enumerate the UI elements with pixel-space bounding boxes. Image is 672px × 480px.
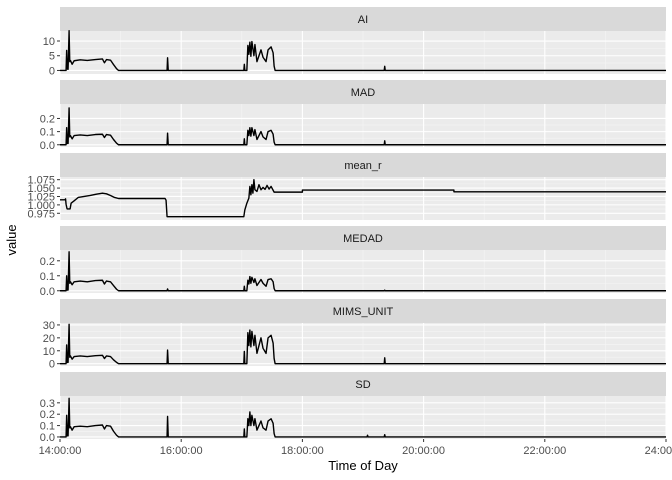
series-line bbox=[60, 107, 666, 146]
y-tick-label: 0.1 bbox=[40, 421, 55, 433]
facet-panels: AI0510MAD0.00.10.2mean_r0.9751.0001.0251… bbox=[27, 7, 672, 457]
y-tick-label: 30 bbox=[43, 320, 55, 332]
facet-strip bbox=[60, 7, 666, 31]
y-tick-label: 0.0 bbox=[40, 432, 55, 444]
x-tick-label: 22:00:00 bbox=[523, 445, 566, 457]
x-tick-label: 24:00:00 bbox=[645, 445, 672, 457]
y-tick-label: 0.3 bbox=[40, 398, 55, 410]
facet-strip-label: mean_r bbox=[344, 160, 382, 172]
series-line bbox=[60, 323, 666, 365]
series-line bbox=[60, 397, 666, 438]
facet-strip bbox=[60, 226, 666, 250]
facet-strip bbox=[60, 299, 666, 323]
y-tick-label: 5 bbox=[49, 51, 55, 63]
series-line bbox=[60, 251, 666, 292]
y-tick-label: 1.050 bbox=[27, 183, 55, 195]
x-axis-title: Time of Day bbox=[328, 458, 398, 473]
y-tick-label: 1.000 bbox=[27, 200, 55, 212]
x-axis: 14:00:00 16:00:00 18:00:00 20:00:00 22:00:00… bbox=[39, 439, 672, 457]
series-line bbox=[60, 178, 666, 218]
facet-strip-label: SD bbox=[355, 379, 370, 391]
y-tick-label: 1.025 bbox=[27, 191, 55, 203]
y-tick-label: 0 bbox=[49, 65, 55, 77]
facet-sd: SD 0.00.10.20.3 bbox=[40, 372, 667, 444]
facet-strip bbox=[60, 153, 666, 177]
y-tick-label: 10 bbox=[43, 346, 55, 358]
facet-strip-label: MEDAD bbox=[343, 233, 383, 245]
y-tick-label: 0.1 bbox=[40, 127, 55, 139]
facet-strip bbox=[60, 80, 666, 104]
facet-ai: AI 0 5 10 bbox=[43, 7, 667, 77]
series-line bbox=[60, 30, 666, 72]
x-tick-label: 14:00:00 bbox=[39, 445, 82, 457]
y-tick-label: 0.975 bbox=[27, 208, 55, 220]
facet-medad: MEDAD 0.0 0.1 0.2 bbox=[40, 226, 667, 298]
y-tick-label: 0.2 bbox=[40, 113, 55, 125]
facet-strip bbox=[60, 372, 666, 396]
x-tick-label: 18:00:00 bbox=[281, 445, 324, 457]
facet-strip-label: MIMS_UNIT bbox=[333, 306, 394, 318]
x-tick-label: 20:00:00 bbox=[402, 445, 445, 457]
y-tick-label: 10 bbox=[43, 36, 55, 48]
facet-strip-label: MAD bbox=[351, 87, 376, 99]
y-tick-label: 0.2 bbox=[40, 256, 55, 268]
facet-strip-label: AI bbox=[358, 14, 368, 26]
y-tick-label: 0 bbox=[49, 359, 55, 371]
y-tick-label: 0.0 bbox=[40, 286, 55, 298]
y-tick-label: 0.0 bbox=[40, 140, 55, 152]
x-tick-label: 16:00:00 bbox=[160, 445, 203, 457]
y-tick-label: 20 bbox=[43, 333, 55, 345]
y-tick-label: 0.1 bbox=[40, 271, 55, 283]
y-tick-label: 0.2 bbox=[40, 409, 55, 421]
y-tick-label: 1.075 bbox=[27, 175, 55, 187]
y-axis-title: value bbox=[4, 224, 19, 255]
facet-mad: MAD 0.00.1 0.2 bbox=[40, 80, 667, 152]
